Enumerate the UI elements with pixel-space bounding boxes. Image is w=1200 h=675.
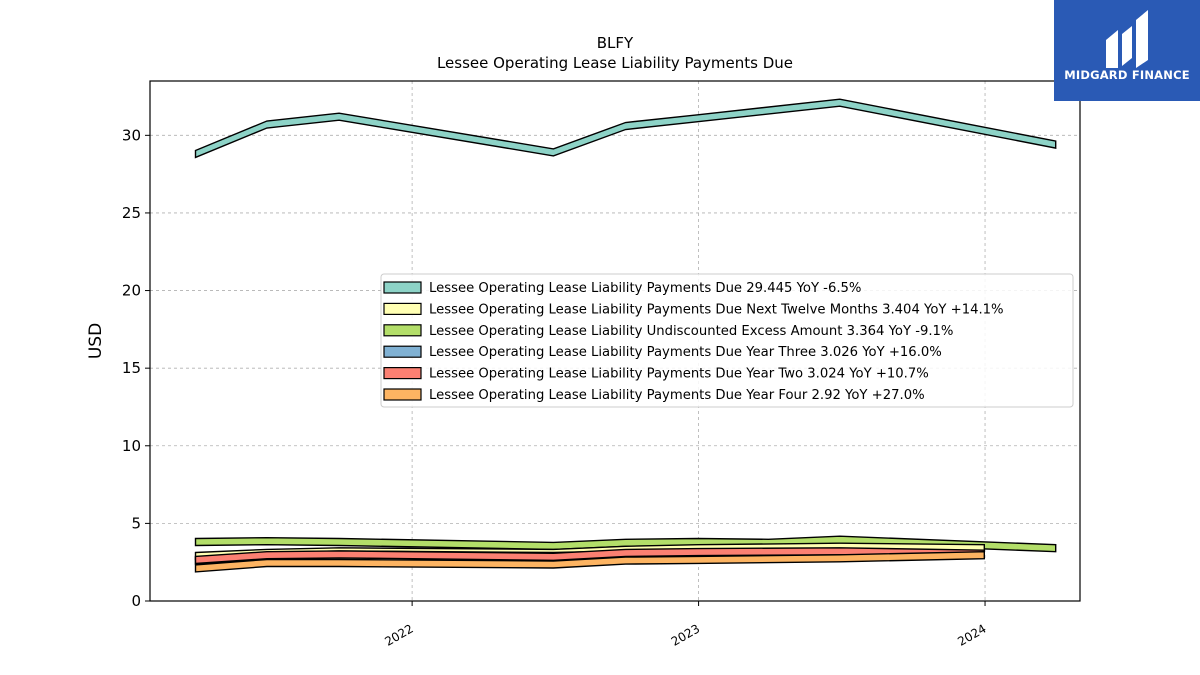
brand-mark-icon [1106, 10, 1148, 68]
series-layer [194, 98, 1057, 573]
y-tick-label: 0 [131, 592, 141, 610]
x-tick-label: 2023 [669, 621, 702, 648]
legend-swatch [383, 302, 422, 315]
y-tick-label: 15 [122, 359, 141, 377]
y-tick-label: 25 [122, 204, 141, 222]
legend: Lessee Operating Lease Liability Payment… [380, 273, 1074, 408]
brand-logo: MIDGARD FINANCE [1054, 0, 1200, 101]
legend-swatch [383, 345, 422, 358]
series-band-5 [194, 550, 985, 573]
legend-swatch [383, 388, 422, 401]
legend-entry: Lessee Operating Lease Liability Undisco… [429, 324, 953, 339]
chart-title: BLFY [597, 34, 634, 52]
legend-box [380, 273, 1074, 408]
legend-entry: Lessee Operating Lease Liability Payment… [429, 345, 942, 360]
legend-entry: Lessee Operating Lease Liability Payment… [429, 367, 929, 382]
series-band-2 [194, 535, 1057, 553]
y-tick-label: 20 [122, 282, 141, 300]
plot-frame [149, 80, 1081, 602]
legend-entry: Lessee Operating Lease Liability Payment… [429, 302, 1004, 317]
y-tick-label: 10 [122, 437, 141, 455]
legend-swatch [383, 281, 422, 294]
legend-entry: Lessee Operating Lease Liability Payment… [429, 388, 925, 403]
legend-swatch [383, 367, 422, 380]
legend-swatch [383, 324, 422, 337]
brand-name: MIDGARD FINANCE [1064, 68, 1190, 82]
y-tick-label: 5 [131, 514, 141, 532]
series-band-0 [194, 98, 1057, 159]
x-tick-label: 2024 [955, 621, 988, 648]
y-axis-label: USD [86, 323, 106, 359]
y-tick-label: 30 [122, 126, 141, 144]
legend-entry: Lessee Operating Lease Liability Payment… [429, 281, 861, 296]
chart-subtitle: Lessee Operating Lease Liability Payment… [437, 54, 793, 72]
x-tick-label: 2022 [382, 621, 415, 648]
